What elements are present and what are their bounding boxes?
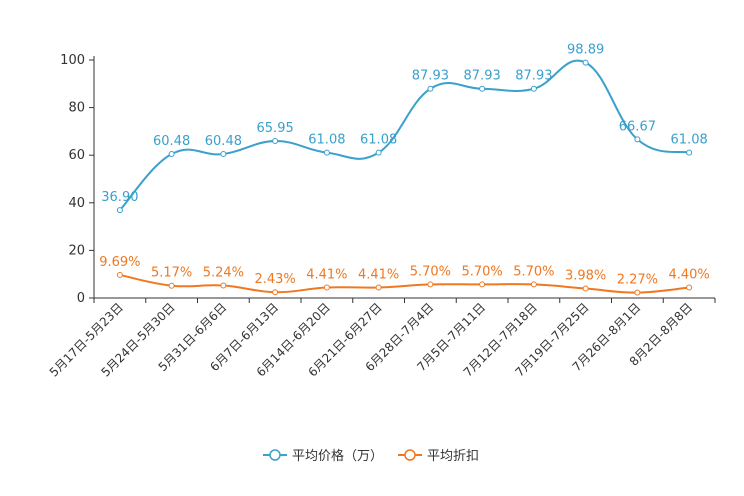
data-point[interactable]: [323, 149, 330, 156]
x-axis: 5月17日-5月23日5月24日-5月30日5月31日-6月6日6月7日-6月1…: [47, 297, 716, 380]
data-point[interactable]: [582, 59, 589, 66]
data-point[interactable]: [220, 151, 227, 158]
data-label: 36.90: [101, 190, 138, 205]
data-point[interactable]: [272, 289, 279, 296]
data-label: 3.98%: [565, 269, 606, 284]
series-line: [119, 273, 690, 294]
data-point[interactable]: [168, 282, 175, 289]
legend-label: 平均折扣: [427, 449, 479, 464]
series-line: [119, 59, 690, 211]
data-point[interactable]: [686, 149, 693, 156]
data-label: 5.70%: [461, 264, 502, 279]
legend-label: 平均价格（万）: [292, 448, 383, 464]
data-labels: 36.90 60.48 60.48 65.95 61.08 61.08 87.93 87.93…: [99, 43, 710, 288]
data-point[interactable]: [427, 85, 434, 92]
data-label: 5.17%: [151, 266, 192, 281]
data-point[interactable]: [323, 284, 330, 291]
data-label: 5.24%: [203, 266, 244, 281]
data-label: 60.48: [153, 134, 190, 149]
data-label: 87.93: [464, 69, 501, 84]
data-point[interactable]: [686, 284, 693, 291]
data-point[interactable]: [530, 281, 537, 288]
y-tick-label: 0: [77, 291, 85, 306]
data-point[interactable]: [479, 281, 486, 288]
data-label: 5.70%: [410, 264, 451, 279]
data-point[interactable]: [375, 284, 382, 291]
series-layer: [116, 59, 693, 296]
data-label: 87.93: [412, 69, 449, 84]
y-tick-label: 40: [68, 196, 85, 211]
data-point[interactable]: [530, 85, 537, 92]
legend-marker-icon: [404, 449, 416, 461]
data-point[interactable]: [634, 136, 641, 143]
data-label: 4.41%: [358, 268, 399, 283]
y-tick-label: 60: [68, 148, 85, 163]
y-tick-label: 20: [68, 243, 85, 258]
data-label: 98.89: [567, 43, 604, 58]
series-2: [116, 271, 693, 296]
legend[interactable]: 平均价格（万） 平均折扣: [263, 448, 479, 464]
legend-item-2[interactable]: 平均折扣: [398, 449, 479, 464]
data-point[interactable]: [427, 281, 434, 288]
data-point[interactable]: [116, 207, 123, 214]
data-label: 2.43%: [254, 272, 295, 287]
data-label: 61.08: [308, 133, 345, 148]
data-point[interactable]: [634, 289, 641, 296]
data-label: 66.67: [619, 119, 656, 134]
data-label: 61.08: [671, 133, 708, 148]
y-tick-label: 80: [68, 101, 85, 116]
data-label: 2.27%: [617, 273, 658, 288]
data-label: 65.95: [257, 121, 294, 136]
legend-item-1[interactable]: 平均价格（万）: [263, 448, 383, 464]
data-point[interactable]: [272, 138, 279, 145]
data-point[interactable]: [479, 85, 486, 92]
legend-marker-icon: [269, 449, 281, 461]
data-label: 9.69%: [99, 255, 140, 270]
data-point[interactable]: [582, 285, 589, 292]
y-axis: 0 20 40 60 80 100: [60, 53, 95, 306]
y-tick-label: 100: [60, 53, 85, 68]
series-1: [116, 59, 693, 214]
data-point[interactable]: [116, 271, 123, 278]
data-label: 60.48: [205, 134, 242, 149]
data-label: 4.41%: [306, 268, 347, 283]
data-label: 5.70%: [513, 264, 554, 279]
data-label: 4.40%: [668, 268, 709, 283]
data-label: 61.08: [360, 133, 397, 148]
data-point[interactable]: [375, 149, 382, 156]
data-point[interactable]: [220, 282, 227, 289]
data-label: 87.93: [515, 69, 552, 84]
data-point[interactable]: [168, 151, 175, 158]
